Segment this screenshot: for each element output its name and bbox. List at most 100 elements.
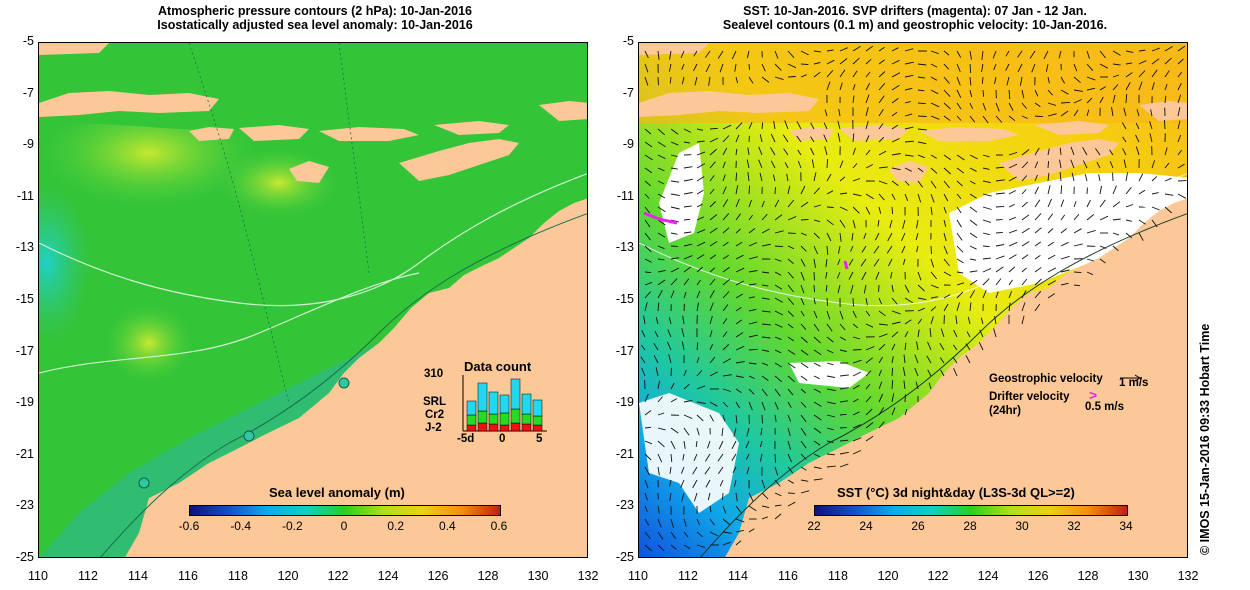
velocity-arrow bbox=[683, 178, 693, 182]
velocity-arrow bbox=[930, 180, 937, 189]
velocity-arrow bbox=[787, 453, 792, 463]
velocity-arrow bbox=[717, 50, 724, 59]
velocity-arrow bbox=[956, 102, 962, 110]
velocity-arrow bbox=[1073, 214, 1080, 221]
velocity-arrow bbox=[644, 271, 652, 274]
velocity-arrow bbox=[683, 278, 690, 286]
velocity-arrow bbox=[1047, 113, 1057, 117]
velocity-arrow bbox=[644, 50, 649, 59]
velocity-arrow bbox=[956, 302, 960, 312]
velocity-arrow bbox=[784, 120, 789, 130]
velocity-arrow bbox=[969, 232, 978, 239]
velocity-arrow bbox=[800, 375, 808, 381]
velocity-arrow bbox=[800, 185, 806, 195]
velocity-arrow bbox=[669, 466, 672, 474]
velocity-arrow bbox=[1149, 133, 1153, 143]
sea-level-map-canvas bbox=[39, 43, 587, 557]
velocity-arrow bbox=[839, 219, 846, 228]
velocity-arrow bbox=[1060, 89, 1069, 95]
sst-map[interactable]: Geostrophic velocity 1 m/s Drifter veloc… bbox=[638, 42, 1188, 558]
velocity-arrow bbox=[657, 289, 663, 299]
velocity-arrow bbox=[1047, 76, 1050, 84]
velocity-arrow bbox=[1034, 102, 1041, 108]
velocity-arrow bbox=[878, 333, 888, 338]
velocity-arrow bbox=[826, 206, 834, 208]
velocity-arrow bbox=[1073, 109, 1079, 117]
velocity-arrow bbox=[1017, 50, 1023, 58]
velocity-arrow bbox=[861, 245, 867, 253]
velocity-arrow bbox=[748, 76, 754, 84]
velocity-arrow bbox=[657, 193, 666, 199]
timor-island bbox=[399, 139, 519, 181]
velocity-arrow bbox=[917, 297, 927, 301]
velocity-arrow bbox=[1112, 185, 1117, 195]
velocity-arrow bbox=[696, 531, 703, 538]
velocity-arrow bbox=[787, 76, 796, 78]
velocity-arrow bbox=[839, 374, 849, 377]
velocity-arrow bbox=[748, 242, 758, 247]
data-count-x-mid: 0 bbox=[499, 433, 506, 445]
velocity-arrow bbox=[1086, 63, 1094, 71]
velocity-arrow bbox=[865, 71, 871, 78]
velocity-arrow bbox=[956, 282, 965, 286]
velocity-arrow bbox=[1098, 174, 1101, 182]
velocity-arrow bbox=[956, 76, 961, 86]
velocity-arrow bbox=[735, 228, 741, 234]
velocity-arrow bbox=[667, 329, 672, 338]
velocity-arrow bbox=[1047, 198, 1053, 208]
velocity-arrow bbox=[719, 479, 724, 487]
velocity-arrow bbox=[800, 427, 807, 436]
velocity-arrow bbox=[774, 336, 782, 341]
x-tick-label: 126 bbox=[427, 569, 449, 583]
velocity-arrow bbox=[709, 414, 714, 422]
velocity-arrow bbox=[901, 245, 906, 254]
velocity-arrow bbox=[670, 427, 679, 434]
velocity-arrow bbox=[813, 336, 821, 344]
velocity-arrow bbox=[813, 362, 821, 367]
velocity-arrow bbox=[1034, 213, 1042, 221]
velocity-arrow bbox=[826, 453, 835, 456]
velocity-arrow bbox=[915, 381, 919, 390]
velocity-arrow bbox=[952, 356, 958, 364]
data-count-bar bbox=[477, 422, 488, 432]
velocity-arrow bbox=[748, 199, 752, 208]
track-marker bbox=[338, 377, 350, 389]
velocity-arrow bbox=[813, 310, 818, 319]
velocity-arrow bbox=[982, 267, 992, 273]
velocity-arrow bbox=[761, 505, 770, 509]
velocity-arrow bbox=[670, 290, 675, 299]
velocity-arrow bbox=[1112, 232, 1120, 236]
velocity-arrow bbox=[670, 193, 680, 197]
velocity-arrow bbox=[860, 258, 867, 267]
velocity-arrow bbox=[759, 134, 763, 143]
velocity-arrow bbox=[654, 331, 659, 338]
velocity-arrow bbox=[800, 453, 807, 460]
velocity-arrow bbox=[904, 61, 914, 65]
velocity-arrow bbox=[683, 440, 686, 449]
data-count-bar bbox=[521, 413, 532, 425]
velocity-arrow bbox=[761, 200, 765, 208]
velocity-arrow bbox=[1125, 204, 1134, 208]
velocity-arrow bbox=[693, 453, 698, 461]
velocity-arrow bbox=[839, 176, 846, 182]
colorbar-tick: 0.6 bbox=[490, 519, 508, 533]
velocity-arrow bbox=[878, 83, 886, 91]
velocity-arrow bbox=[891, 206, 894, 215]
velocity-arrow bbox=[891, 47, 899, 52]
velocity-arrow bbox=[943, 154, 952, 161]
y-tick-label: -9 bbox=[22, 137, 34, 152]
velocity-arrow bbox=[837, 284, 841, 294]
x-tick-label: 120 bbox=[277, 569, 299, 583]
velocity-arrow bbox=[982, 102, 987, 111]
velocity-arrow bbox=[735, 254, 744, 260]
velocity-arrow bbox=[1136, 109, 1140, 117]
velocity-arrow bbox=[784, 162, 789, 169]
velocity-arrow bbox=[670, 141, 679, 146]
velocity-arrow bbox=[774, 504, 782, 507]
velocity-arrow bbox=[928, 382, 932, 390]
velocity-arrow bbox=[930, 76, 938, 81]
velocity-arrow bbox=[1021, 278, 1028, 286]
velocity-arrow bbox=[774, 199, 780, 208]
velocity-arrow bbox=[787, 310, 795, 317]
sea-level-map[interactable]: Sea level anomaly (m) -0.6 -0.4 -0.2 0 0.2 0.… bbox=[38, 42, 588, 558]
